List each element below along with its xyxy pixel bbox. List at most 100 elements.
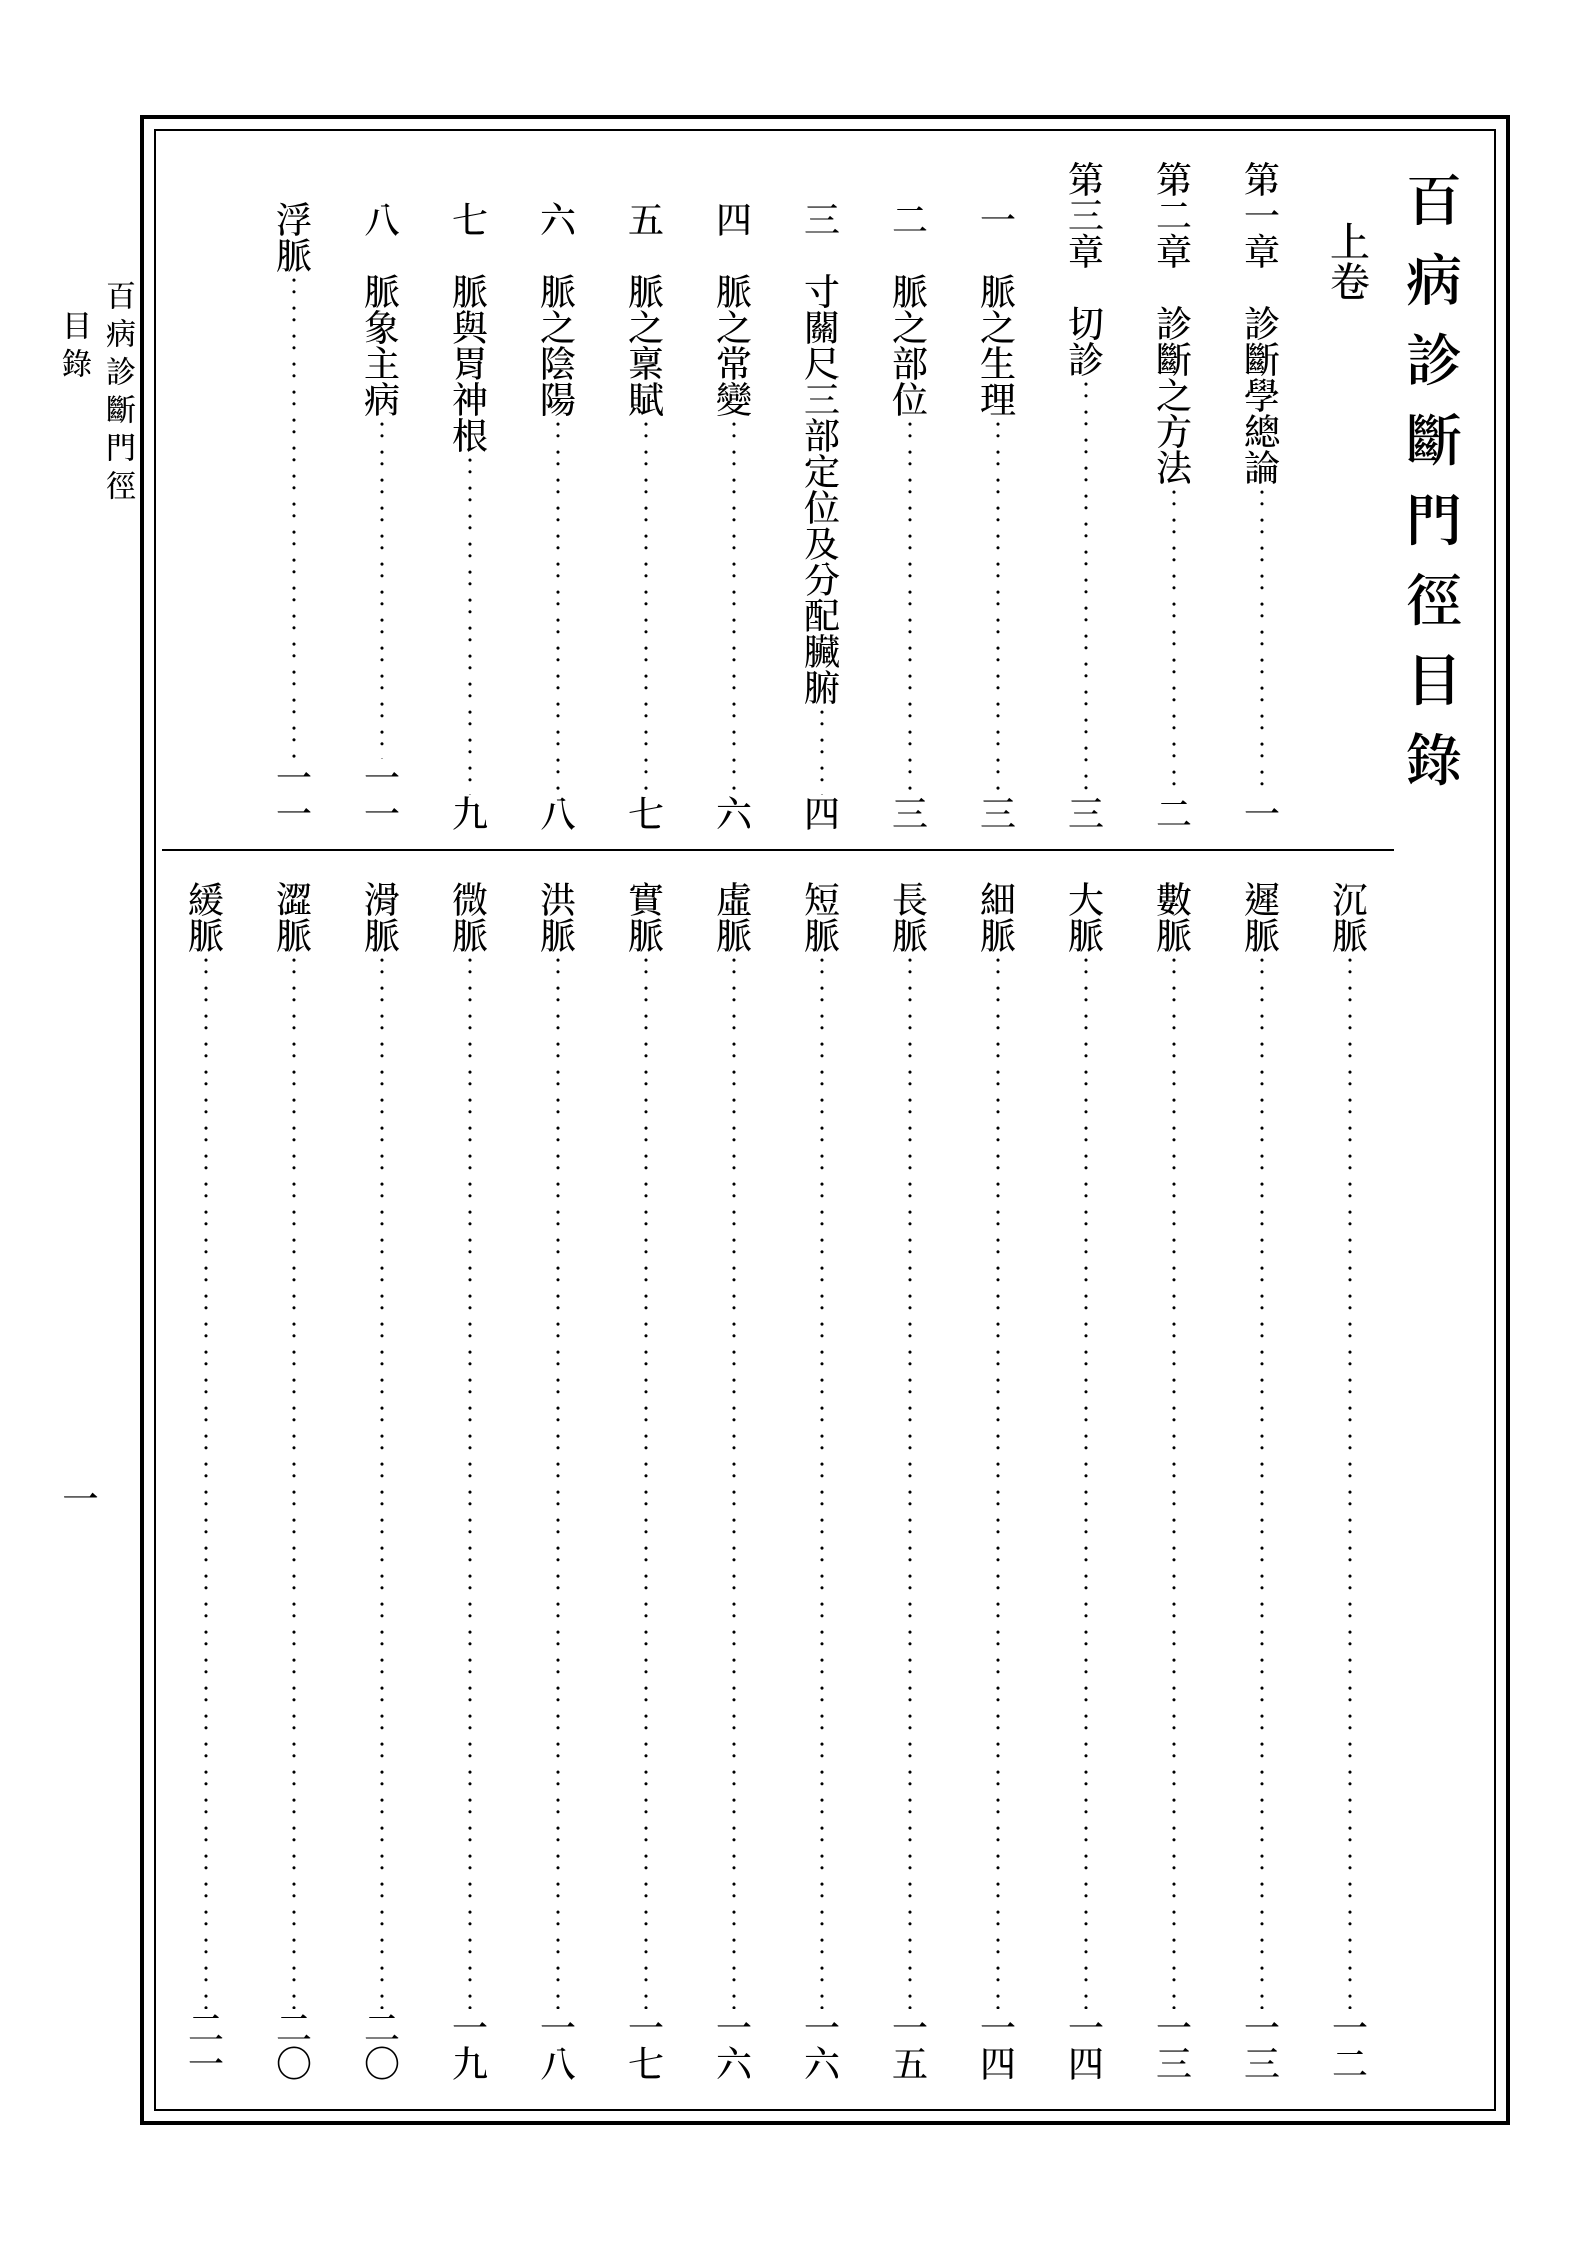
leader-dots: ：：：：：：：：：：：：：：：：：：：：：：：：：：：：：：：：：：：：：：：： <box>277 953 312 2009</box>
entry-label: 第二章 診斷之方法 <box>1149 156 1200 485</box>
entry-page: 一六 <box>797 2009 848 2089</box>
toc-entry: 五 脈之稟賦：：：：：：：：：：：：：：：：：：：：：：：：：：：：：：：：：：… <box>602 151 690 839</box>
entry-page: 二〇 <box>269 2009 320 2089</box>
entry-label: 長脈 <box>885 876 936 953</box>
entry-page: 一八 <box>533 2009 584 2089</box>
toc-entry: 第一章 診斷學總論：：：：：：：：：：：：：：：：：：：：：：：：：：：：：：：… <box>1218 151 1306 839</box>
toc-entry: 二 脈之部位：：：：：：：：：：：：：：：：：：：：：：：：：：：：：：：：：：… <box>866 151 954 839</box>
entry-label: 實脈 <box>621 876 672 953</box>
leader-dots: ：：：：：：：：：：：：：：：：：：：：：：：：：：：：：：：：：：：：：：：： <box>1157 485 1192 795</box>
entry-page: 一一 <box>269 759 320 839</box>
leader-dots: ：：：：：：：：：：：：：：：：：：：：：：：：：：：：：：：：：：：：：：：： <box>893 953 928 2009</box>
entry-page: 三 <box>1061 795 1112 839</box>
volume-label: 上卷 <box>1322 221 1379 301</box>
entry-label: 四 脈之常變 <box>709 156 760 417</box>
toc-entry: 滑脈：：：：：：：：：：：：：：：：：：：：：：：：：：：：：：：：：：：：：：… <box>338 871 426 2089</box>
toc-entry: 沉脈：：：：：：：：：：：：：：：：：：：：：：：：：：：：：：：：：：：：：：… <box>1306 871 1394 2089</box>
margin-label: 百病診斷門徑 目錄 <box>55 280 143 508</box>
leader-dots: ：：：：：：：：：：：：：：：：：：：：：：：：：：：：：：：：：：：：：：：： <box>453 953 488 2009</box>
toc-entry: 短脈：：：：：：：：：：：：：：：：：：：：：：：：：：：：：：：：：：：：：：… <box>778 871 866 2089</box>
leader-dots: ：：：：：：：：：：：：：：：：：：：：：：：：：：：：：：：：：：：：：：：： <box>717 417 752 795</box>
toc-entry: 長脈：：：：：：：：：：：：：：：：：：：：：：：：：：：：：：：：：：：：：：… <box>866 871 954 2089</box>
entry-page: 四 <box>797 795 848 839</box>
toc-entry: 細脈：：：：：：：：：：：：：：：：：：：：：：：：：：：：：：：：：：：：：：… <box>954 871 1042 2089</box>
page-number: 一 <box>55 1480 106 1516</box>
leader-dots: ：：：：：：：：：：：：：：：：：：：：：：：：：：：：：：：：：：：：：：：： <box>365 953 400 2009</box>
entry-label: 短脈 <box>797 876 848 953</box>
entry-label: 洪脈 <box>533 876 584 953</box>
leader-dots: ：：：：：：：：：：：：：：：：：：：：：：：：：：：：：：：：：：：：：：：： <box>981 417 1016 795</box>
toc-entry: 四 脈之常變：：：：：：：：：：：：：：：：：：：：：：：：：：：：：：：：：：… <box>690 151 778 839</box>
entry-label: 五 脈之稟賦 <box>621 156 672 417</box>
toc-entry: 洪脈：：：：：：：：：：：：：：：：：：：：：：：：：：：：：：：：：：：：：：… <box>514 871 602 2089</box>
entry-label: 大脈 <box>1061 876 1112 953</box>
entry-label: 七 脈與胃神根 <box>445 156 496 453</box>
entry-label: 八 脈象主病 <box>357 156 408 417</box>
leader-dots: ：：：：：：：：：：：：：：：：：：：：：：：：：：：：：：：：：：：：：：：： <box>1245 485 1280 795</box>
entry-label: 澀脈 <box>269 876 320 953</box>
entry-page: 一 <box>1237 795 1288 839</box>
margin-title: 百病診斷門徑 <box>99 280 143 508</box>
entry-label: 緩脈 <box>181 876 232 953</box>
main-title: 百病診斷門徑目錄 <box>1394 171 1474 811</box>
volume-column: 上卷 <box>1306 151 1394 839</box>
leader-dots: ：：：：：：：：：：：：：：：：：：：：：：：：：：：：：：：：：：：：：：：： <box>1157 953 1192 2009</box>
leader-dots: ：：：：：：：：：：：：：：：：：：：：：：：：：：：：：：：：：：：：：：：： <box>1245 953 1280 2009</box>
leader-dots: ：：：：：：：：：：：：：：：：：：：：：：：：：：：：：：：：：：：：：：：： <box>1069 953 1104 2009</box>
entry-label: 虛脈 <box>709 876 760 953</box>
inner-frame: 百病診斷門徑目錄 上卷 第一章 診斷學總論：：：：：：：：：：：：：：：：：：：… <box>154 129 1496 2111</box>
entry-label: 第三章 切診 <box>1061 156 1112 377</box>
entry-label: 六 脈之陰陽 <box>533 156 584 417</box>
lower-section: 沉脈：：：：：：：：：：：：：：：：：：：：：：：：：：：：：：：：：：：：：：… <box>162 851 1394 2089</box>
toc-entry: 第二章 診斷之方法：：：：：：：：：：：：：：：：：：：：：：：：：：：：：：：… <box>1130 151 1218 839</box>
toc-entry: 澀脈：：：：：：：：：：：：：：：：：：：：：：：：：：：：：：：：：：：：：：… <box>250 871 338 2089</box>
toc-entry: 第三章 切診：：：：：：：：：：：：：：：：：：：：：：：：：：：：：：：：：：… <box>1042 151 1130 839</box>
entry-label: 一 脈之生理 <box>973 156 1024 417</box>
leader-dots: ：：：：：：：：：：：：：：：：：：：：：：：：：：：：：：：：：：：：：：：： <box>629 417 664 795</box>
leader-dots: ：：：：：：：：：：：：：：：：：：：：：：：：：：：：：：：：：：：：：：：： <box>1069 377 1104 795</box>
entry-page: 二〇 <box>357 2009 408 2089</box>
toc-entry: 一 脈之生理：：：：：：：：：：：：：：：：：：：：：：：：：：：：：：：：：：… <box>954 151 1042 839</box>
entry-page: 一三 <box>1149 2009 1200 2089</box>
entry-page: 八 <box>533 795 584 839</box>
entry-label: 細脈 <box>973 876 1024 953</box>
entry-page: 一二 <box>1325 2009 1376 2089</box>
entry-page: 一五 <box>885 2009 936 2089</box>
toc-entry: 浮脈：：：：：：：：：：：：：：：：：：：：：：：：：：：：：：：：：：：：：：… <box>250 151 338 839</box>
upper-section: 上卷 第一章 診斷學總論：：：：：：：：：：：：：：：：：：：：：：：：：：：：… <box>162 151 1394 851</box>
toc-entry: 六 脈之陰陽：：：：：：：：：：：：：：：：：：：：：：：：：：：：：：：：：：… <box>514 151 602 839</box>
entry-page: 一四 <box>1061 2009 1112 2089</box>
entry-page: 一九 <box>445 2009 496 2089</box>
entry-label: 數脈 <box>1149 876 1200 953</box>
leader-dots: ：：：：：：：：：：：：：：：：：：：：：：：：：：：：：：：：：：：：：：：： <box>893 417 928 795</box>
content-area: 百病診斷門徑目錄 上卷 第一章 診斷學總論：：：：：：：：：：：：：：：：：：：… <box>176 151 1474 2089</box>
entry-page: 一三 <box>1237 2009 1288 2089</box>
entry-page: 一四 <box>973 2009 1024 2089</box>
margin-section: 目錄 <box>55 310 99 508</box>
entry-label: 遲脈 <box>1237 876 1288 953</box>
toc-entry: 實脈：：：：：：：：：：：：：：：：：：：：：：：：：：：：：：：：：：：：：：… <box>602 871 690 2089</box>
entry-label: 浮脈 <box>269 156 320 273</box>
entry-label: 第一章 診斷學總論 <box>1237 156 1288 485</box>
leader-dots: ：：：：：：：：：：：：：：：：：：：：：：：：：：：：：：：：：：：：：：：： <box>365 417 400 759</box>
leader-dots: ：：：：：：：：：：：：：：：：：：：：：：：：：：：：：：：：：：：：：：：： <box>1333 953 1368 2009</box>
leader-dots: ：：：：：：：：：：：：：：：：：：：：：：：：：：：：：：：：：：：：：：：： <box>541 953 576 2009</box>
leader-dots: ：：：：：：：：：：：：：：：：：：：：：：：：：：：：：：：：：：：：：：：： <box>805 705 840 795</box>
leader-dots: ：：：：：：：：：：：：：：：：：：：：：：：：：：：：：：：：：：：：：：：： <box>981 953 1016 2009</box>
toc-entry: 大脈：：：：：：：：：：：：：：：：：：：：：：：：：：：：：：：：：：：：：：… <box>1042 871 1130 2089</box>
leader-dots: ：：：：：：：：：：：：：：：：：：：：：：：：：：：：：：：：：：：：：：：： <box>805 953 840 2009</box>
leader-dots: ：：：：：：：：：：：：：：：：：：：：：：：：：：：：：：：：：：：：：：：： <box>541 417 576 795</box>
entry-page: 一七 <box>621 2009 672 2089</box>
toc-entry: 遲脈：：：：：：：：：：：：：：：：：：：：：：：：：：：：：：：：：：：：：：… <box>1218 871 1306 2089</box>
entry-label: 微脈 <box>445 876 496 953</box>
toc-entry: 緩脈：：：：：：：：：：：：：：：：：：：：：：：：：：：：：：：：：：：：：：… <box>162 871 250 2089</box>
entry-page: 六 <box>709 795 760 839</box>
entry-page: 一一 <box>357 759 408 839</box>
entry-page: 三 <box>885 795 936 839</box>
entry-label: 滑脈 <box>357 876 408 953</box>
entry-page: 一六 <box>709 2009 760 2089</box>
entry-page: 三 <box>973 795 1024 839</box>
entry-label: 三 寸關尺三部定位及分配臟腑 <box>797 156 848 705</box>
toc-entry: 三 寸關尺三部定位及分配臟腑：：：：：：：：：：：：：：：：：：：：：：：：：：… <box>778 151 866 839</box>
toc-entry: 八 脈象主病：：：：：：：：：：：：：：：：：：：：：：：：：：：：：：：：：：… <box>338 151 426 839</box>
